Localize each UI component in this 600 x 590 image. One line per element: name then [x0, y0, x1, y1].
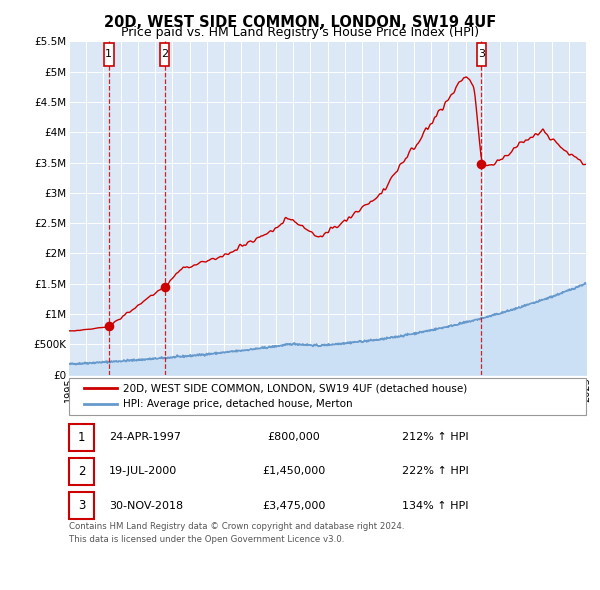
Text: 3: 3 [78, 499, 85, 512]
Text: 20D, WEST SIDE COMMON, LONDON, SW19 4UF: 20D, WEST SIDE COMMON, LONDON, SW19 4UF [104, 15, 496, 30]
Text: 1: 1 [106, 49, 112, 59]
FancyBboxPatch shape [104, 42, 113, 65]
Text: £800,000: £800,000 [268, 432, 320, 442]
FancyBboxPatch shape [476, 42, 486, 65]
Text: Contains HM Land Registry data © Crown copyright and database right 2024.: Contains HM Land Registry data © Crown c… [69, 522, 404, 530]
Text: This data is licensed under the Open Government Licence v3.0.: This data is licensed under the Open Gov… [69, 535, 344, 543]
Text: 134% ↑ HPI: 134% ↑ HPI [402, 501, 469, 510]
Text: 3: 3 [478, 49, 485, 59]
Text: £1,450,000: £1,450,000 [262, 467, 326, 476]
Text: HPI: Average price, detached house, Merton: HPI: Average price, detached house, Mert… [123, 399, 353, 409]
Text: Price paid vs. HM Land Registry's House Price Index (HPI): Price paid vs. HM Land Registry's House … [121, 26, 479, 39]
Text: 19-JUL-2000: 19-JUL-2000 [109, 467, 178, 476]
Text: 20D, WEST SIDE COMMON, LONDON, SW19 4UF (detached house): 20D, WEST SIDE COMMON, LONDON, SW19 4UF … [123, 383, 467, 393]
Text: 2: 2 [78, 465, 85, 478]
Text: £3,475,000: £3,475,000 [262, 501, 326, 510]
Text: 1: 1 [78, 431, 85, 444]
FancyBboxPatch shape [160, 42, 169, 65]
Text: 30-NOV-2018: 30-NOV-2018 [109, 501, 184, 510]
Point [104, 322, 113, 331]
Point [160, 282, 169, 291]
Text: 2: 2 [161, 49, 168, 59]
Text: 222% ↑ HPI: 222% ↑ HPI [402, 467, 469, 476]
Text: 212% ↑ HPI: 212% ↑ HPI [402, 432, 469, 442]
Text: 24-APR-1997: 24-APR-1997 [109, 432, 181, 442]
Point [476, 159, 486, 169]
